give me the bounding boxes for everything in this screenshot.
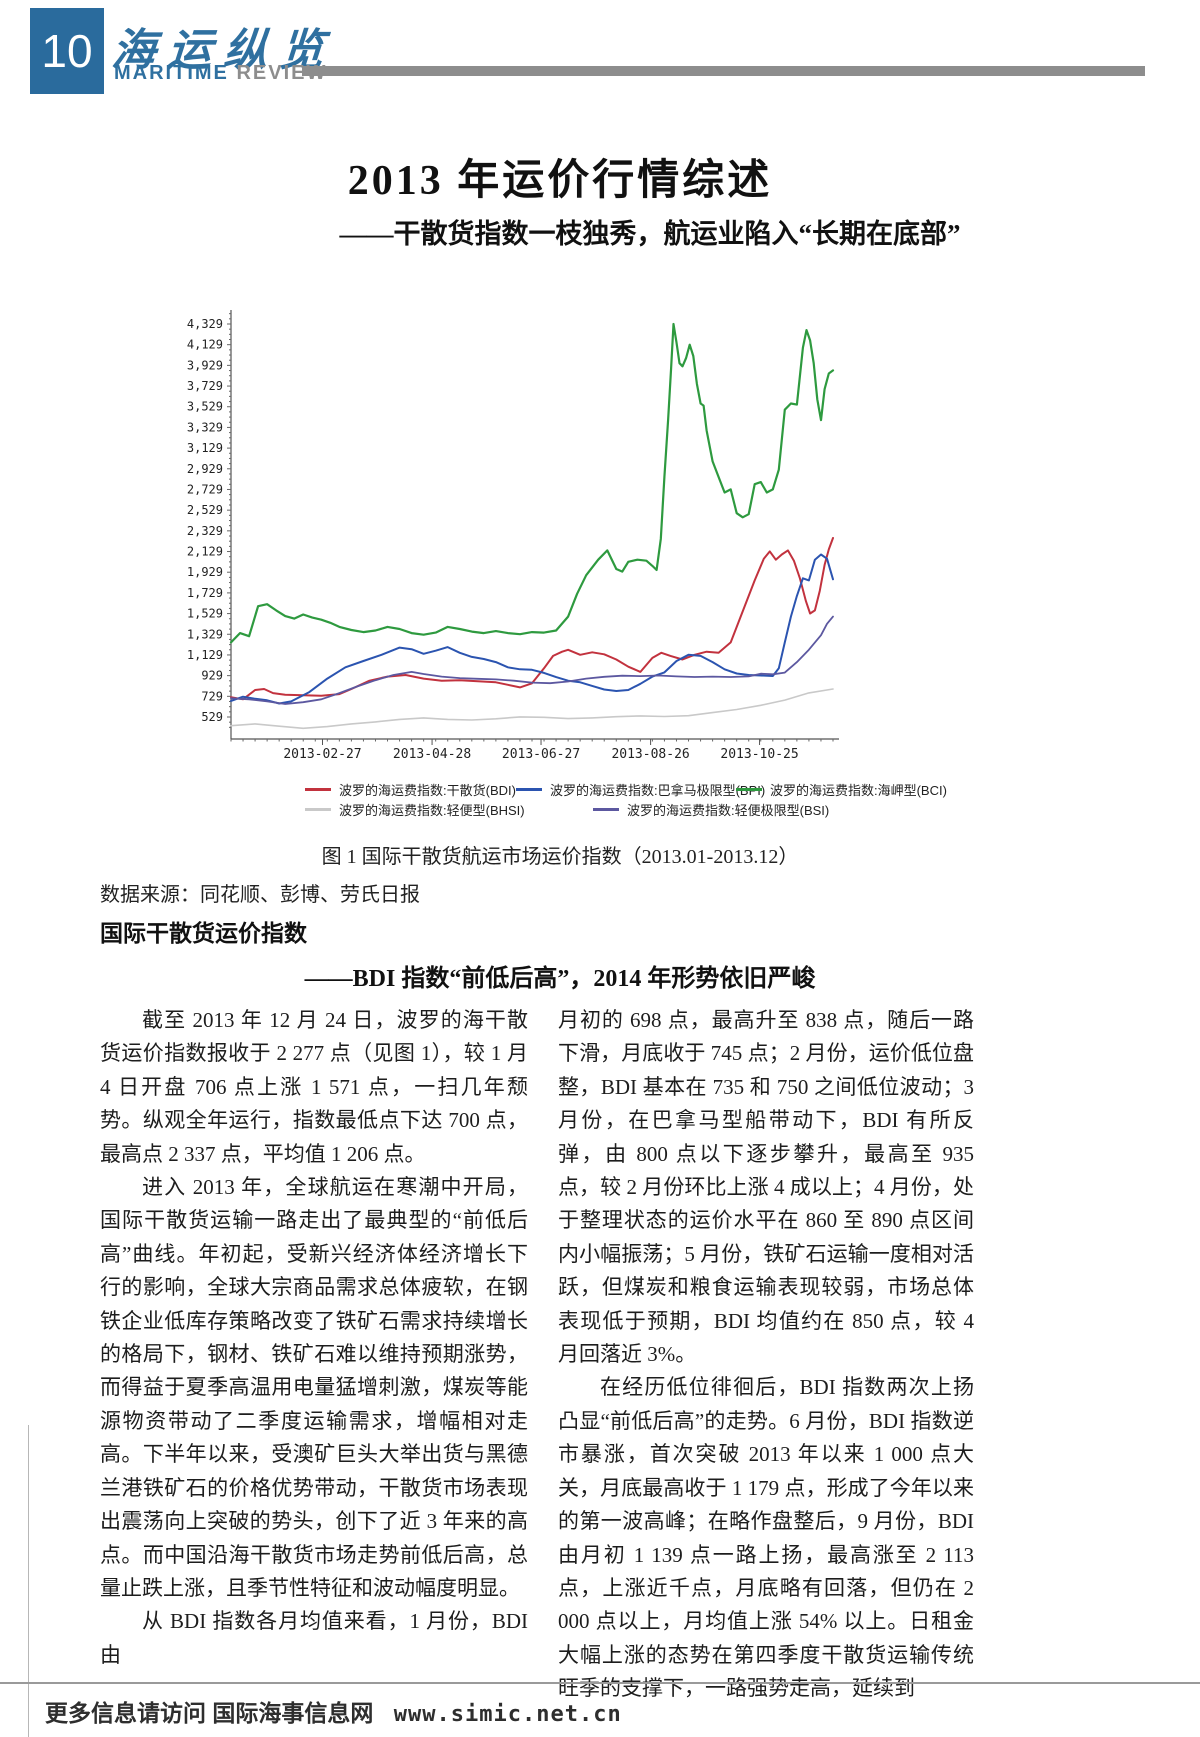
article-body: 截至 2013 年 12 月 24 日，波罗的海干散货运价指数报收于 2 277… — [100, 1004, 974, 1706]
y-tick-label: 2,129 — [187, 545, 223, 559]
x-tick-label: 2013-06-27 — [502, 747, 580, 762]
footer-divider-rule — [0, 1682, 1200, 1684]
y-tick-label: 2,929 — [187, 462, 223, 476]
chart-series-line — [230, 553, 834, 705]
legend-color-dash-icon — [593, 807, 619, 811]
freight-index-chart: 4,329 4,129 3,929 3,729 3,529 3,329 3,129 2,929… — [183, 292, 947, 819]
body-right-column: 月初的 698 点，最高升至 838 点，随后一路下滑，月底收于 745 点；2… — [558, 1004, 974, 1706]
legend-row: 波罗的海运费指数:干散货(BDI) 波罗的海运费指数:巴拿马极限型(BPI) 波罗的… — [305, 779, 947, 799]
figure-caption: 图 1 国际干散货航运市场运价指数（2013.01-2013.12） — [321, 846, 799, 868]
body-paragraph: 截至 2013 年 12 月 24 日，波罗的海干散货运价指数报收于 2 277… — [100, 1008, 528, 1166]
legend-item: 波罗的海运费指数:海岬型(BCI) — [735, 780, 947, 799]
chart-series-line — [230, 688, 834, 730]
y-tick-label: 3,929 — [187, 358, 223, 372]
x-tick-label: 2013-08-26 — [611, 747, 689, 762]
body-paragraph: 从 BDI 指数各月均值来看，1 月份，BDI 由 — [100, 1609, 528, 1667]
left-margin-rule — [28, 1425, 29, 1737]
body-left-column: 截至 2013 年 12 月 24 日，波罗的海干散货运价指数报收于 2 277… — [100, 1004, 528, 1706]
chart-series-line — [230, 615, 834, 705]
legend-label: 波罗的海运费指数:海岬型(BCI) — [769, 782, 947, 798]
y-tick-label: 2,729 — [187, 482, 223, 496]
legend-color-dash-icon — [735, 787, 762, 791]
legend-row: 波罗的海运费指数:轻便型(BHSI) 波罗的海运费指数:轻便极限型(BSI) — [305, 799, 887, 819]
legend-color-dash-icon — [305, 807, 331, 811]
masthead-en-maritime: MARITIME — [114, 62, 229, 84]
page-number-value: 10 — [41, 25, 93, 77]
legend-color-dash-icon — [515, 787, 542, 791]
y-tick-label: 3,129 — [187, 441, 223, 455]
legend-color-dash-icon — [305, 787, 331, 791]
site-url: www.simic.net.cn — [393, 1702, 622, 1727]
y-tick-label: 3,729 — [187, 379, 223, 393]
masthead-title-en: MARITIME REVIEW — [114, 62, 327, 85]
footer-text: 更多信息请访问 国际海事信息网 www.simic.net.cn — [45, 1694, 622, 1728]
y-tick-label: 1,529 — [187, 607, 223, 621]
legend-item: 波罗的海运费指数:巴拿马极限型(BPI) — [515, 780, 765, 799]
y-tick-label: 729 — [201, 689, 223, 703]
y-tick-label: 3,529 — [187, 400, 223, 414]
section-subheading: ——BDI 指数“前低后高”，2014 年形势依旧严峻 — [304, 966, 816, 992]
legend-label: 波罗的海运费指数:轻便极限型(BSI) — [627, 802, 830, 818]
chart-plot-area: 4,329 4,129 3,929 3,729 3,529 3,329 3,129 2,929… — [187, 310, 839, 762]
x-tick-label: 2013-04-28 — [393, 747, 471, 762]
y-tick-label: 1,129 — [187, 648, 223, 662]
body-paragraph: 月初的 698 点，最高升至 838 点，随后一路下滑，月底收于 745 点；2… — [558, 1008, 974, 1367]
x-tick-label: 2013-10-25 — [720, 747, 798, 762]
legend-label: 波罗的海运费指数:干散货(BDI) — [339, 782, 516, 798]
y-tick-label: 4,129 — [187, 338, 223, 352]
data-source: 数据来源：同花顺、彭博、劳氏日报 — [100, 884, 420, 906]
page-number: 10 — [30, 8, 104, 94]
chart-legend: 波罗的海运费指数:干散货(BDI) 波罗的海运费指数:巴拿马极限型(BPI) 波罗的… — [183, 779, 947, 819]
section-heading: 国际干散货运价指数 — [100, 920, 307, 946]
y-tick-label: 1,929 — [187, 565, 223, 579]
legend-label: 波罗的海运费指数:巴拿马极限型(BPI) — [549, 782, 766, 798]
y-tick-label: 4,329 — [187, 317, 223, 331]
chart-series-line — [229, 322, 835, 644]
y-tick-label: 1,729 — [187, 586, 223, 600]
y-tick-label: 2,329 — [187, 524, 223, 538]
legend-item: 波罗的海运费指数:干散货(BDI) — [305, 780, 516, 799]
body-paragraph: 进入 2013 年，全球航运在寒潮中开局，国际干散货运输一路走出了最典型的“前低… — [100, 1175, 528, 1600]
legend-item: 波罗的海运费指数:轻便极限型(BSI) — [593, 800, 829, 819]
article-subtitle: ——干散货指数一枝独秀，航运业陷入“长期在底部” — [339, 219, 961, 249]
legend-label: 波罗的海运费指数:轻便型(BHSI) — [339, 802, 525, 818]
article-title: 2013 年运价行情综述 — [347, 158, 773, 204]
y-tick-label: 929 — [201, 669, 223, 683]
y-tick-label: 529 — [201, 710, 223, 724]
masthead-divider-bar — [302, 66, 1145, 76]
footer-label: 更多信息请访问 国际海事信息网 — [45, 1700, 374, 1726]
legend-item: 波罗的海运费指数:轻便型(BHSI) — [305, 800, 593, 819]
body-paragraph: 在经历低位徘徊后，BDI 指数两次上扬凸显“前低后高”的走势。6 月份，BDI … — [558, 1375, 974, 1701]
y-tick-label: 1,329 — [187, 627, 223, 641]
x-tick-label: 2013-02-27 — [283, 747, 361, 762]
y-tick-label: 2,529 — [187, 503, 223, 517]
y-tick-label: 3,329 — [187, 420, 223, 434]
